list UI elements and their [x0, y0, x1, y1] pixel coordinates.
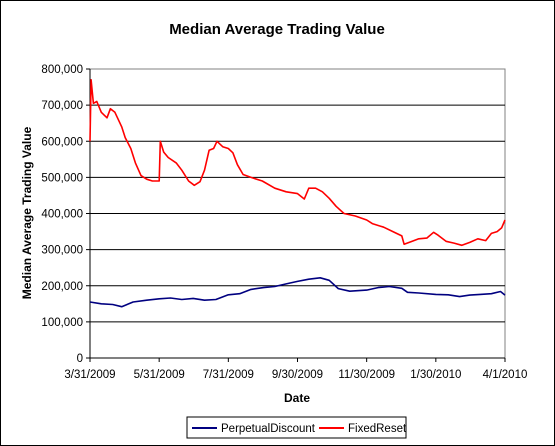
y-tick-label: 700,000 [41, 100, 83, 112]
y-tick-label: 200,000 [41, 281, 83, 293]
y-tick-label: 800,000 [41, 64, 83, 76]
y-tick-label: 300,000 [41, 245, 83, 257]
x-tick-label: 7/31/2009 [203, 369, 254, 381]
y-axis-title: Median Average Trading Value [20, 126, 34, 299]
x-tick-label: 5/31/2009 [134, 369, 185, 381]
y-tick-label: 0 [77, 353, 83, 365]
x-axis-title: Date [284, 391, 310, 405]
series-line-fixedreset [89, 79, 506, 247]
y-tick-label: 500,000 [41, 172, 83, 184]
legend-label-perpetualdiscount: PerpetualDiscount [221, 423, 316, 435]
chart-title: Median Average Trading Value [169, 21, 385, 38]
y-tick-label: 400,000 [41, 209, 83, 221]
y-tick-label: 100,000 [41, 317, 83, 329]
y-axis-ticks: 0 100,000 200,000 300,000 400,000 500,000 600,… [41, 64, 505, 365]
x-tick-label: 3/31/2009 [64, 369, 115, 381]
x-tick-label: 1/30/2010 [410, 369, 461, 381]
x-axis-ticks: 3/31/2009 5/31/2009 7/31/2009 9/30/2009 11/3… [64, 358, 527, 381]
x-tick-label: 11/30/2009 [338, 369, 395, 381]
series-layer [89, 79, 506, 308]
y-tick-label: 600,000 [41, 136, 83, 148]
x-tick-label: 4/1/2010 [483, 369, 528, 381]
legend-label-fixedreset: FixedReset [348, 423, 407, 435]
x-tick-label: 9/30/2009 [272, 369, 323, 381]
legend-box [186, 416, 407, 439]
series-line-perpetualdiscount [89, 276, 506, 308]
legend: PerpetualDiscount FixedReset [186, 416, 407, 439]
